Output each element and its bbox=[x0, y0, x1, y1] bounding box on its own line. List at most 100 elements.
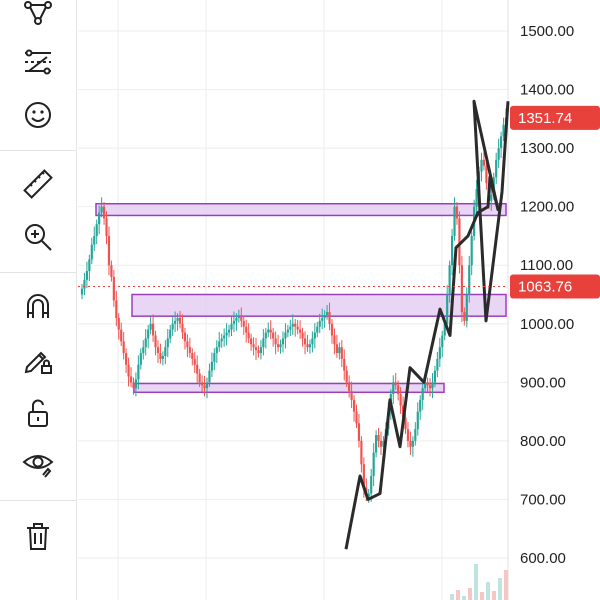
candle-body bbox=[382, 440, 385, 447]
price-chart[interactable]: 1500.00 1400.00 1300.00 1200.00 1100.00 1000.… bbox=[78, 0, 600, 600]
candle-body bbox=[220, 338, 223, 342]
candle-body bbox=[404, 417, 407, 430]
candle-body bbox=[357, 423, 361, 441]
candle-body bbox=[411, 440, 414, 447]
candle-body bbox=[414, 429, 417, 441]
candle-body bbox=[340, 347, 343, 359]
forecast-tool-icon[interactable] bbox=[12, 40, 64, 84]
candle-body bbox=[142, 347, 145, 354]
candle-body bbox=[455, 206, 459, 219]
eye-icon[interactable] bbox=[12, 440, 64, 484]
candle-body bbox=[301, 332, 304, 339]
candle-body bbox=[330, 323, 334, 336]
price-tag bbox=[510, 274, 600, 299]
candle-body bbox=[208, 370, 211, 383]
lock-icon[interactable] bbox=[12, 391, 64, 435]
candle-body bbox=[161, 355, 164, 359]
ruler-icon[interactable] bbox=[12, 162, 64, 206]
candle-body bbox=[328, 312, 331, 324]
magnet-icon[interactable] bbox=[12, 285, 64, 329]
candle-body bbox=[237, 316, 240, 318]
candle-body bbox=[453, 206, 456, 236]
candle-body bbox=[458, 218, 461, 266]
candle-body bbox=[107, 235, 111, 266]
support-resistance-zone bbox=[95, 202, 507, 217]
candle-body bbox=[441, 335, 444, 348]
emoji-tool-icon[interactable] bbox=[12, 93, 64, 137]
volume-bar bbox=[468, 588, 472, 600]
candle-body bbox=[460, 265, 463, 313]
candle-body bbox=[311, 338, 314, 345]
trash-icon[interactable] bbox=[12, 514, 64, 558]
candle-body bbox=[223, 335, 226, 339]
candle-body bbox=[169, 329, 172, 339]
candle-body bbox=[291, 323, 294, 327]
candle-body bbox=[102, 206, 106, 219]
pencil-lock-icon[interactable] bbox=[12, 338, 64, 382]
candle-body bbox=[497, 148, 500, 160]
candle-body bbox=[502, 124, 505, 137]
candle-body bbox=[433, 370, 437, 383]
candle-body bbox=[443, 323, 446, 336]
candle-body bbox=[137, 364, 140, 380]
trend-zigzag-line bbox=[344, 99, 510, 550]
candle-body bbox=[350, 391, 353, 400]
candle-body bbox=[323, 314, 326, 318]
candle-body bbox=[144, 338, 147, 348]
candle-body bbox=[166, 338, 169, 348]
candle-body bbox=[262, 338, 265, 348]
candle-body bbox=[174, 320, 177, 324]
candle-body bbox=[421, 388, 424, 400]
candle-body bbox=[242, 320, 245, 327]
candle-body bbox=[367, 493, 370, 497]
candle-body bbox=[281, 338, 285, 345]
candle-body bbox=[83, 279, 86, 289]
candle-body bbox=[416, 411, 419, 430]
candle-body bbox=[176, 317, 179, 321]
candle-body bbox=[259, 347, 263, 354]
price-tag-label: 1063.76 bbox=[518, 278, 572, 295]
candle-body bbox=[279, 344, 282, 348]
candle-body bbox=[345, 370, 348, 383]
candle-body bbox=[348, 382, 351, 392]
pattern-tool-icon[interactable] bbox=[12, 0, 64, 32]
candle-body bbox=[499, 136, 503, 149]
candle-body bbox=[399, 394, 402, 406]
candle-body bbox=[303, 338, 307, 345]
y-axis-tick-label: 800.00 bbox=[520, 433, 566, 450]
y-axis-tick-label: 700.00 bbox=[520, 491, 566, 508]
candle-body bbox=[480, 159, 483, 172]
candle-body bbox=[93, 235, 96, 245]
y-axis-tick-label: 1500.00 bbox=[520, 23, 574, 40]
candle-body bbox=[438, 347, 441, 359]
candle-body bbox=[490, 194, 493, 201]
candle-body bbox=[250, 338, 253, 345]
candle-body bbox=[299, 329, 302, 333]
candle-body bbox=[306, 344, 309, 348]
candle-body bbox=[198, 373, 201, 383]
candle-body bbox=[156, 347, 160, 354]
candle-body bbox=[98, 212, 101, 225]
candle-body bbox=[333, 335, 336, 345]
y-axis-tick-label: 1300.00 bbox=[520, 140, 574, 157]
volume-bar bbox=[504, 570, 508, 600]
candle-body bbox=[419, 399, 422, 412]
chart-canvas[interactable]: 1500.00 1400.00 1300.00 1200.00 1100.00 1000.… bbox=[78, 0, 600, 600]
candle-body bbox=[127, 364, 130, 377]
candle-body bbox=[321, 317, 324, 321]
candle-body bbox=[269, 329, 272, 333]
zoom-in-icon[interactable] bbox=[12, 215, 64, 259]
candle-body bbox=[482, 159, 486, 166]
candle-body bbox=[147, 329, 150, 339]
candle-body bbox=[470, 235, 473, 266]
candle-body bbox=[159, 353, 162, 359]
candle-body bbox=[203, 385, 206, 389]
candle-body bbox=[186, 341, 189, 348]
candle-body bbox=[272, 332, 275, 339]
candle-body bbox=[215, 347, 218, 354]
price-tag-label: 1351.74 bbox=[518, 110, 572, 127]
candle-body bbox=[252, 344, 255, 348]
candle-body bbox=[232, 320, 236, 324]
candle-body bbox=[191, 353, 194, 359]
candle-body bbox=[463, 312, 466, 321]
